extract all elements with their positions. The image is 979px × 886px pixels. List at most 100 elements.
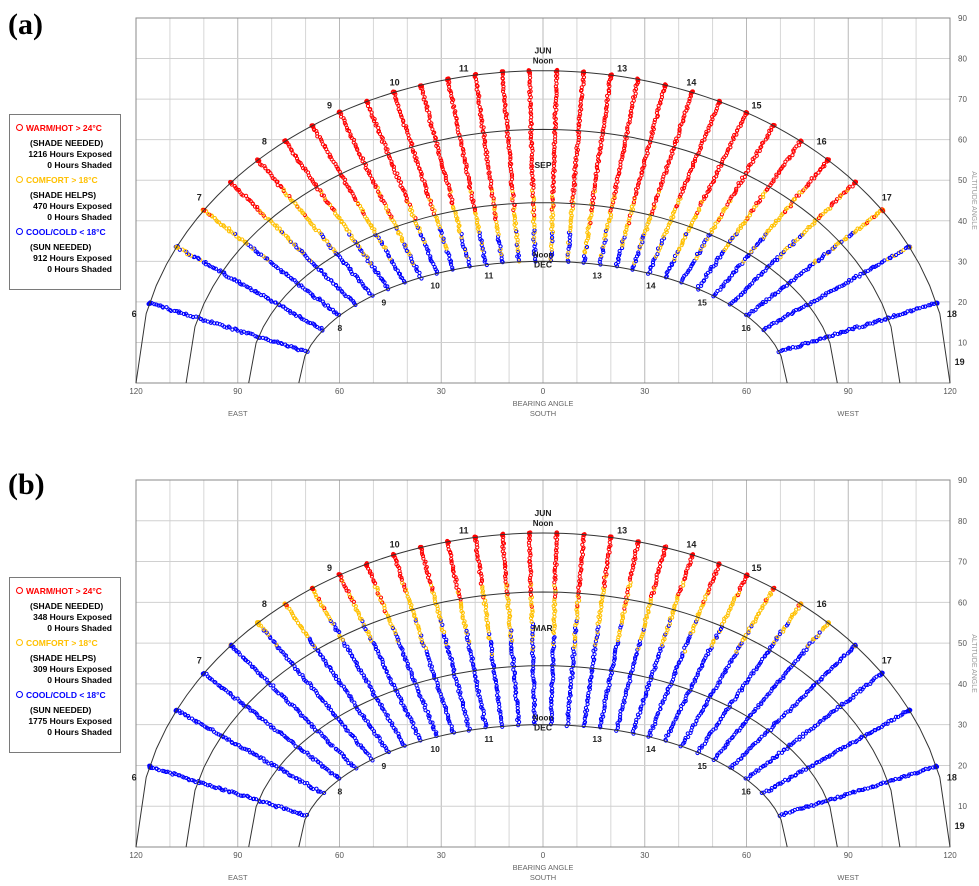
data-point <box>500 89 506 94</box>
data-point <box>696 206 702 211</box>
data-point <box>652 117 658 123</box>
data-point <box>774 172 779 177</box>
data-point <box>719 284 724 289</box>
data-point <box>595 162 600 167</box>
data-point <box>468 189 473 194</box>
data-point <box>483 147 489 153</box>
cool-marker-icon <box>16 691 23 698</box>
data-point <box>499 252 504 257</box>
data-point <box>513 226 518 231</box>
data-point <box>762 696 767 702</box>
data-point <box>450 566 456 571</box>
hour-label: 17 <box>882 192 892 202</box>
data-point <box>531 690 536 695</box>
data-point <box>781 674 786 679</box>
data-point <box>638 176 643 181</box>
data-point <box>747 213 753 218</box>
data-point <box>552 147 557 152</box>
data-point <box>503 576 508 581</box>
data-point <box>713 569 718 574</box>
data-point <box>446 547 451 552</box>
data-point <box>548 258 554 263</box>
data-point <box>650 724 655 729</box>
data-point <box>319 325 324 331</box>
data-point <box>738 123 743 128</box>
data-point <box>496 234 501 239</box>
data-point <box>781 747 787 752</box>
legend-warm-sub: (SHADE NEEDED) <box>30 601 104 611</box>
data-point <box>627 577 632 582</box>
data-point <box>396 731 401 736</box>
data-point <box>733 190 738 195</box>
y-tick-label: 30 <box>958 257 967 266</box>
data-point <box>374 121 379 127</box>
data-point <box>423 100 429 105</box>
data-point <box>765 135 770 140</box>
data-point <box>513 697 519 702</box>
data-point <box>434 730 439 735</box>
data-point <box>449 560 454 566</box>
data-point <box>269 725 274 730</box>
data-point <box>603 114 608 119</box>
data-point <box>572 644 577 650</box>
data-points <box>147 530 940 818</box>
data-point <box>653 721 658 727</box>
data-point <box>496 701 502 706</box>
data-point <box>354 663 359 668</box>
data-point <box>503 102 508 107</box>
data-point <box>236 650 241 655</box>
data-point <box>881 209 886 214</box>
legend-warm-shaded: 0 Hours Shaded <box>47 160 112 170</box>
data-point <box>767 263 772 268</box>
data-point <box>201 780 206 785</box>
data-point <box>882 258 887 263</box>
data-point <box>466 177 472 182</box>
data-point <box>194 718 199 724</box>
legend-warm-label: WARM/HOT > 24°C <box>26 123 102 133</box>
data-point <box>283 233 289 238</box>
hour-label-inner: 16 <box>741 323 751 333</box>
data-point <box>436 150 441 155</box>
data-point <box>386 673 391 679</box>
data-point <box>532 215 537 220</box>
data-point <box>611 200 616 205</box>
data-point <box>804 228 809 233</box>
data-point <box>576 122 581 127</box>
data-point <box>923 304 928 309</box>
data-point <box>670 677 676 682</box>
data-point <box>438 156 443 161</box>
data-point <box>292 809 297 814</box>
data-point <box>529 159 534 164</box>
data-point <box>726 663 731 669</box>
data-point <box>603 574 608 579</box>
data-point <box>154 302 159 307</box>
data-point <box>569 667 574 672</box>
data-point <box>494 225 499 230</box>
data-point <box>688 167 694 173</box>
data-point <box>675 251 680 256</box>
data-point <box>402 584 407 589</box>
month-arc <box>248 202 838 384</box>
data-point <box>472 210 478 215</box>
hour-label-inner: 9 <box>381 298 386 308</box>
data-point <box>378 597 383 602</box>
y-tick-label: 10 <box>958 338 967 347</box>
data-point <box>760 605 765 611</box>
data-point <box>674 715 679 720</box>
data-point <box>506 145 511 151</box>
data-point <box>366 171 371 176</box>
data-point <box>549 707 554 712</box>
data-point <box>349 698 354 703</box>
data-point <box>411 725 416 730</box>
data-point <box>482 144 488 149</box>
data-point <box>883 317 888 322</box>
data-point <box>554 86 559 92</box>
data-point <box>825 157 830 162</box>
data-point <box>667 265 672 271</box>
data-point <box>642 624 647 629</box>
data-point <box>568 225 573 231</box>
data-point <box>756 768 761 773</box>
data-point <box>642 158 647 163</box>
data-point <box>551 640 556 645</box>
data-point <box>575 612 580 617</box>
